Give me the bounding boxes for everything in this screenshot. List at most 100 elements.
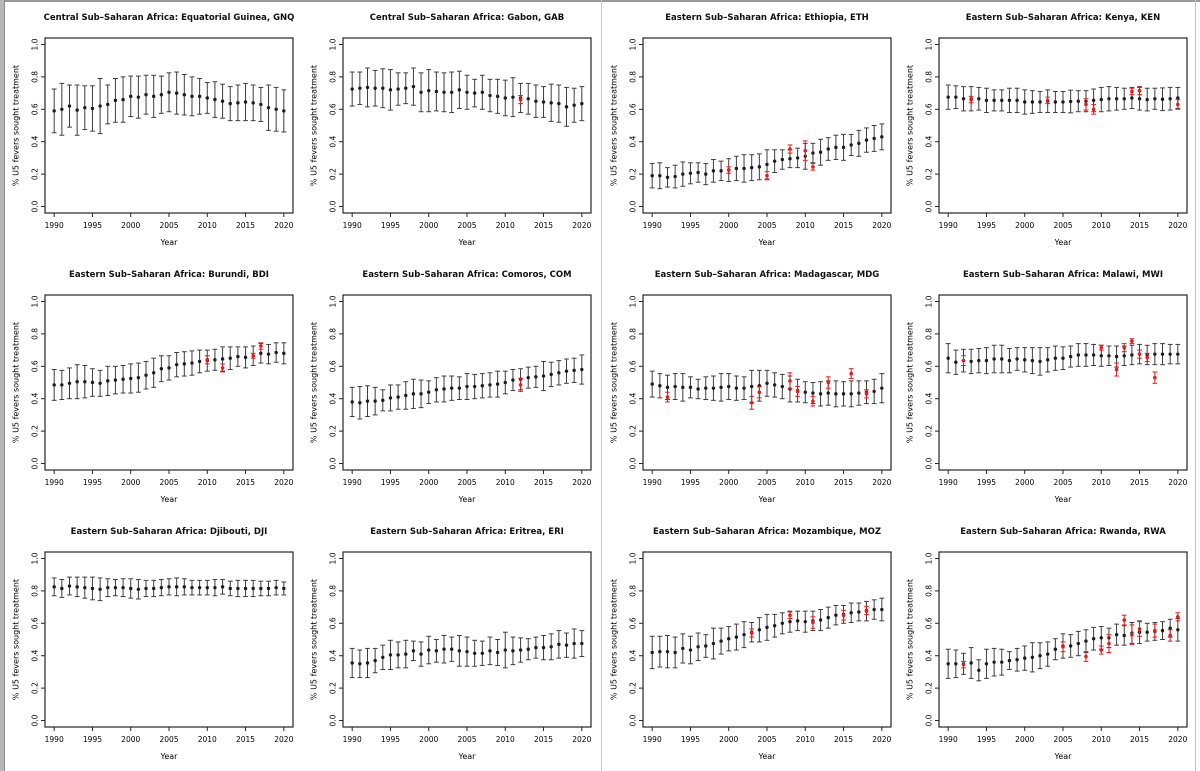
svg-text:2000: 2000 — [121, 478, 140, 487]
svg-text:0.4: 0.4 — [31, 650, 40, 662]
svg-text:0.0: 0.0 — [329, 200, 338, 212]
svg-text:2000: 2000 — [719, 221, 738, 230]
plot-title: Eastern Sub–Saharan Africa: Djibouti, DJ… — [70, 527, 268, 537]
svg-text:2010: 2010 — [496, 735, 515, 744]
plot-djibouti-dji: Eastern Sub–Saharan Africa: Djibouti, DJ… — [4, 514, 300, 771]
svg-text:2020: 2020 — [274, 735, 293, 744]
svg-text:2020: 2020 — [572, 735, 591, 744]
svg-text:1.0: 1.0 — [629, 295, 638, 307]
svg-text:2020: 2020 — [274, 221, 293, 230]
svg-text:2005: 2005 — [159, 221, 178, 230]
svg-text:2015: 2015 — [834, 478, 853, 487]
svg-text:0.6: 0.6 — [629, 617, 638, 629]
svg-text:Year: Year — [160, 752, 179, 761]
svg-text:0.8: 0.8 — [629, 71, 638, 83]
plot-title: Eastern Sub–Saharan Africa: Rwanda, RWA — [960, 527, 1166, 537]
svg-text:1990: 1990 — [643, 735, 662, 744]
plot-title: Eastern Sub–Saharan Africa: Burundi, BDI — [69, 270, 269, 280]
svg-text:2020: 2020 — [872, 735, 891, 744]
svg-text:% U5 fevers sought treatment: % U5 fevers sought treatment — [906, 579, 915, 700]
plot-canvas-gnq: 0.0 0.2 0.4 0.6 0.8 1.0 1990 1995 2000 2005 2010 20… — [12, 37, 294, 247]
plot-equatorial-guinea-gnq: Central Sub–Saharan Africa: Equatorial G… — [4, 0, 300, 257]
svg-text:1990: 1990 — [45, 478, 64, 487]
svg-text:Year: Year — [160, 238, 179, 247]
svg-text:2005: 2005 — [1053, 478, 1072, 487]
svg-text:0.0: 0.0 — [629, 457, 638, 469]
svg-text:2020: 2020 — [572, 221, 591, 230]
svg-text:1995: 1995 — [681, 735, 700, 744]
svg-text:1990: 1990 — [939, 735, 958, 744]
plot-gabon-gab: Central Sub–Saharan Africa: Gabon, GAB 0… — [302, 0, 598, 257]
svg-text:1990: 1990 — [343, 735, 362, 744]
svg-text:% U5 fevers sought treatment: % U5 fevers sought treatment — [610, 579, 619, 700]
svg-text:Year: Year — [458, 752, 477, 761]
svg-text:2000: 2000 — [1015, 735, 1034, 744]
svg-text:2015: 2015 — [1130, 221, 1149, 230]
svg-text:2020: 2020 — [872, 221, 891, 230]
svg-text:0.2: 0.2 — [925, 168, 934, 180]
svg-text:0.0: 0.0 — [629, 200, 638, 212]
svg-text:1.0: 1.0 — [629, 38, 638, 50]
svg-text:% U5 fevers sought treatment: % U5 fevers sought treatment — [610, 322, 619, 443]
svg-text:% U5 fevers sought treatment: % U5 fevers sought treatment — [310, 579, 319, 700]
svg-text:2010: 2010 — [198, 221, 217, 230]
svg-text:2010: 2010 — [796, 221, 815, 230]
svg-text:0.2: 0.2 — [329, 168, 338, 180]
plot-canvas-mdg: 0.0 0.2 0.4 0.6 0.8 1.0 1990 1995 2000 2005 2010 20… — [610, 294, 892, 504]
svg-text:2010: 2010 — [796, 735, 815, 744]
plot-title: Eastern Sub–Saharan Africa: Madagascar, … — [654, 270, 880, 280]
svg-text:2015: 2015 — [534, 735, 553, 744]
svg-text:1995: 1995 — [977, 478, 996, 487]
svg-text:2000: 2000 — [719, 478, 738, 487]
svg-text:2000: 2000 — [419, 221, 438, 230]
page-divider — [601, 0, 602, 771]
svg-text:1990: 1990 — [343, 478, 362, 487]
svg-text:0.4: 0.4 — [629, 136, 638, 148]
svg-text:% U5 fevers sought treatment: % U5 fevers sought treatment — [906, 65, 915, 186]
svg-text:0.8: 0.8 — [925, 328, 934, 340]
svg-text:2015: 2015 — [1130, 735, 1149, 744]
svg-text:1.0: 1.0 — [329, 38, 338, 50]
svg-text:2010: 2010 — [496, 478, 515, 487]
svg-text:Year: Year — [758, 752, 777, 761]
svg-text:Year: Year — [1054, 495, 1073, 504]
svg-text:2015: 2015 — [534, 221, 553, 230]
svg-text:2005: 2005 — [757, 478, 776, 487]
svg-text:0.2: 0.2 — [31, 682, 40, 694]
svg-text:0.0: 0.0 — [925, 200, 934, 212]
svg-text:0.2: 0.2 — [329, 425, 338, 437]
svg-text:1995: 1995 — [83, 221, 102, 230]
svg-text:0.8: 0.8 — [329, 71, 338, 83]
svg-text:0.6: 0.6 — [329, 103, 338, 115]
top-edge-line — [0, 0, 1200, 2]
svg-text:2010: 2010 — [1092, 735, 1111, 744]
svg-text:2015: 2015 — [236, 478, 255, 487]
svg-text:2015: 2015 — [236, 221, 255, 230]
svg-text:Year: Year — [758, 495, 777, 504]
svg-text:0.4: 0.4 — [329, 650, 338, 662]
plot-canvas-moz: 0.0 0.2 0.4 0.6 0.8 1.0 1990 1995 2000 2005 2010 20… — [610, 551, 892, 761]
plot-malawi-mwi: Eastern Sub–Saharan Africa: Malawi, MWI … — [898, 257, 1194, 514]
svg-text:2020: 2020 — [274, 478, 293, 487]
svg-text:2000: 2000 — [419, 478, 438, 487]
svg-text:0.8: 0.8 — [31, 328, 40, 340]
svg-text:1990: 1990 — [643, 221, 662, 230]
svg-text:2015: 2015 — [534, 478, 553, 487]
svg-text:0.6: 0.6 — [629, 360, 638, 372]
svg-text:Year: Year — [458, 238, 477, 247]
svg-text:0.0: 0.0 — [629, 714, 638, 726]
plot-rwanda-rwa: Eastern Sub–Saharan Africa: Rwanda, RWA … — [898, 514, 1194, 771]
svg-text:0.0: 0.0 — [31, 200, 40, 212]
svg-text:0.4: 0.4 — [925, 393, 934, 405]
svg-text:2015: 2015 — [834, 735, 853, 744]
plot-title: Central Sub–Saharan Africa: Equatorial G… — [43, 13, 295, 23]
svg-text:1.0: 1.0 — [31, 38, 40, 50]
svg-text:0.8: 0.8 — [31, 585, 40, 597]
svg-text:1995: 1995 — [83, 735, 102, 744]
svg-text:1995: 1995 — [977, 735, 996, 744]
svg-text:2005: 2005 — [159, 478, 178, 487]
plot-title: Eastern Sub–Saharan Africa: Ethiopia, ET… — [665, 13, 869, 23]
svg-text:2000: 2000 — [1015, 221, 1034, 230]
svg-text:1.0: 1.0 — [925, 38, 934, 50]
plot-mozambique-moz: Eastern Sub–Saharan Africa: Mozambique, … — [602, 514, 898, 771]
